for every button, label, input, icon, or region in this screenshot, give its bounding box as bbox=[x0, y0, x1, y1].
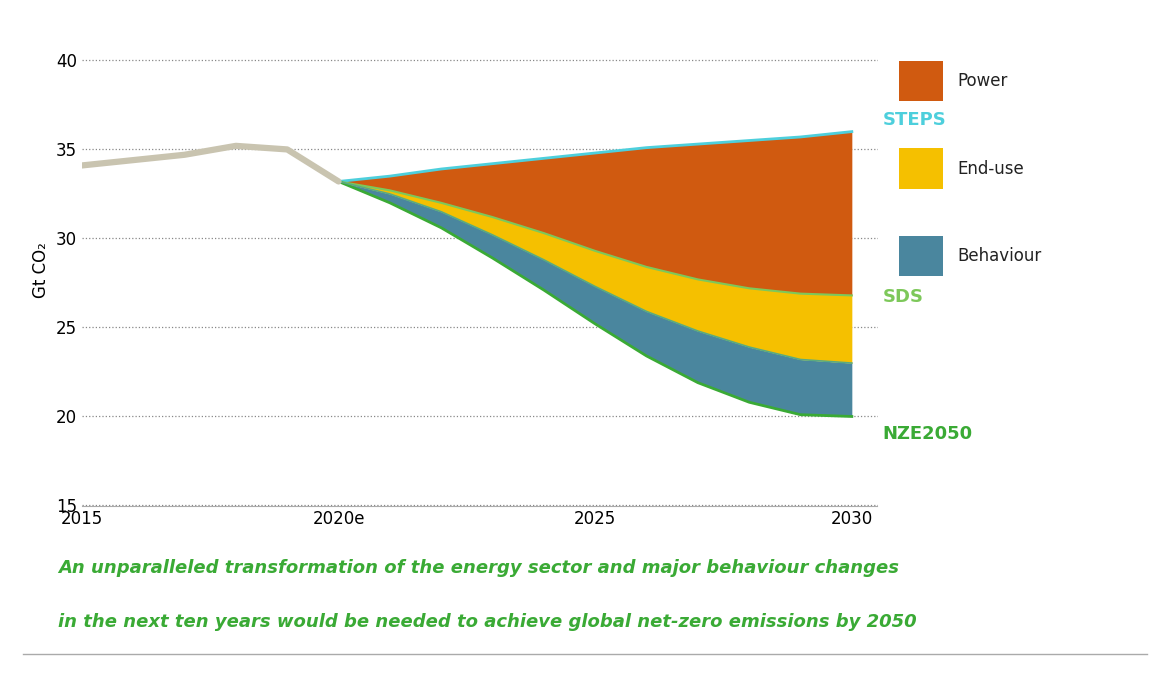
Text: Behaviour: Behaviour bbox=[957, 247, 1041, 265]
Text: End-use: End-use bbox=[957, 160, 1024, 177]
Text: An unparalleled transformation of the energy sector and major behaviour changes: An unparalleled transformation of the en… bbox=[58, 559, 900, 577]
Text: STEPS: STEPS bbox=[882, 111, 947, 129]
Text: Power: Power bbox=[957, 72, 1007, 90]
Text: SDS: SDS bbox=[882, 288, 923, 306]
Text: in the next ten years would be needed to achieve global net-zero emissions by 20: in the next ten years would be needed to… bbox=[58, 613, 917, 631]
Text: NZE2050: NZE2050 bbox=[882, 425, 972, 443]
Y-axis label: Gt CO₂: Gt CO₂ bbox=[33, 242, 50, 297]
